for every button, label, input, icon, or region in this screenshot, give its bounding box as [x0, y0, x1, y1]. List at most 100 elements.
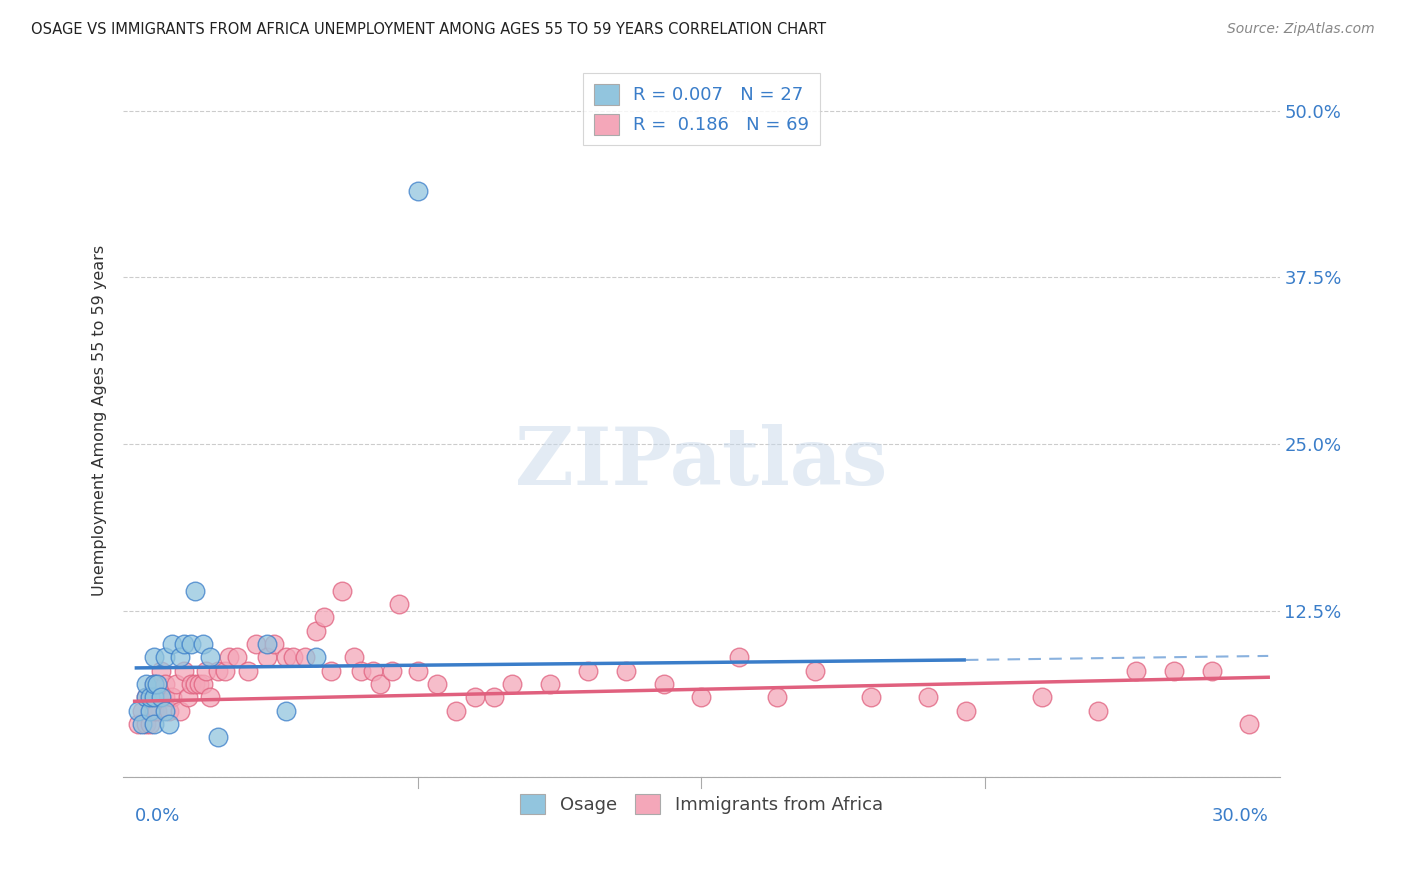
Point [150, 690, 173, 705]
Point [153, 690, 176, 705]
Point [283, 650, 305, 665]
Point [538, 677, 561, 691]
Point [173, 637, 195, 651]
Point [135, 690, 157, 705]
Legend: Osage, Immigrants from Africa: Osage, Immigrants from Africa [513, 787, 890, 822]
Point [153, 677, 176, 691]
Point [766, 690, 789, 705]
Point [321, 664, 343, 678]
Text: Source: ZipAtlas.com: Source: ZipAtlas.com [1227, 22, 1375, 37]
Point [312, 610, 335, 624]
Point [225, 650, 247, 665]
Text: ZIPatlas: ZIPatlas [516, 425, 887, 502]
Point [263, 637, 285, 651]
Point [502, 677, 524, 691]
Point [127, 717, 149, 731]
Point [350, 664, 373, 678]
Point [464, 690, 486, 705]
Point [184, 677, 207, 691]
Point [173, 664, 195, 678]
Point [139, 690, 162, 705]
Point [131, 704, 153, 718]
Point [153, 650, 176, 665]
Point [406, 664, 429, 678]
Point [131, 717, 153, 731]
Point [195, 664, 218, 678]
Point [343, 650, 366, 665]
Point [368, 677, 391, 691]
Point [180, 677, 202, 691]
Point [955, 704, 977, 718]
Point [139, 704, 162, 718]
Point [614, 664, 637, 678]
Point [294, 650, 316, 665]
Point [1239, 717, 1261, 731]
Point [274, 650, 297, 665]
Point [142, 690, 165, 705]
Point [332, 583, 354, 598]
Text: 30.0%: 30.0% [1212, 806, 1268, 824]
Point [135, 690, 157, 705]
Point [139, 690, 162, 705]
Point [142, 717, 165, 731]
Point [1125, 664, 1147, 678]
Point [146, 677, 169, 691]
Point [200, 650, 222, 665]
Point [256, 650, 278, 665]
Point [200, 690, 222, 705]
Point [728, 650, 751, 665]
Point [576, 664, 599, 678]
Point [1201, 664, 1223, 678]
Point [406, 184, 429, 198]
Point [652, 677, 675, 691]
Point [305, 650, 328, 665]
Point [256, 637, 278, 651]
Point [426, 677, 449, 691]
Point [169, 704, 191, 718]
Point [142, 650, 165, 665]
Point [804, 664, 827, 678]
Point [207, 731, 229, 745]
Point [860, 690, 883, 705]
Point [191, 677, 214, 691]
Point [690, 690, 713, 705]
Point [157, 704, 180, 718]
Point [381, 664, 404, 678]
Point [180, 637, 202, 651]
Point [1087, 704, 1109, 718]
Point [150, 664, 173, 678]
Point [142, 677, 165, 691]
Point [218, 650, 240, 665]
Point [146, 704, 169, 718]
Point [1031, 690, 1053, 705]
Point [142, 677, 165, 691]
Point [135, 717, 157, 731]
Point [1163, 664, 1185, 678]
Point [184, 583, 207, 598]
Point [162, 637, 184, 651]
Point [236, 664, 259, 678]
Point [150, 690, 173, 705]
Point [482, 690, 505, 705]
Point [207, 664, 229, 678]
Point [361, 664, 384, 678]
Point [153, 704, 176, 718]
Y-axis label: Unemployment Among Ages 55 to 59 years: Unemployment Among Ages 55 to 59 years [93, 245, 107, 596]
Point [187, 677, 209, 691]
Point [917, 690, 939, 705]
Point [139, 717, 162, 731]
Point [191, 637, 214, 651]
Point [176, 690, 198, 705]
Point [444, 704, 467, 718]
Point [135, 677, 157, 691]
Point [165, 677, 187, 691]
Point [157, 717, 180, 731]
Point [169, 650, 191, 665]
Point [127, 704, 149, 718]
Point [305, 624, 328, 638]
Point [388, 597, 411, 611]
Point [162, 690, 184, 705]
Point [274, 704, 297, 718]
Point [214, 664, 236, 678]
Point [245, 637, 267, 651]
